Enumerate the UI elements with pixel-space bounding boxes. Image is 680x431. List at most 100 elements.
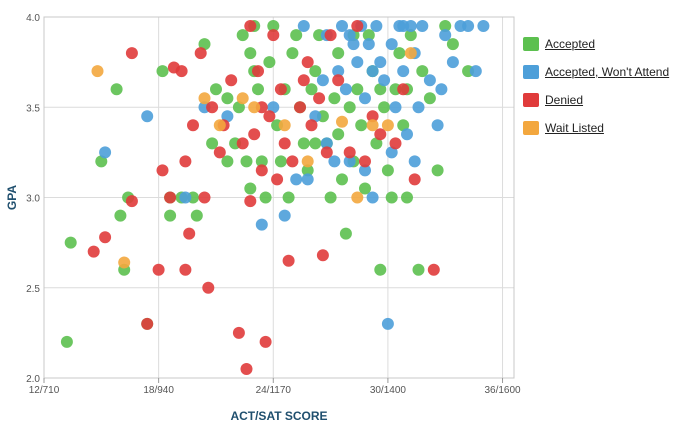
data-point[interactable] [381,164,394,177]
data-point[interactable] [339,227,352,240]
data-point[interactable] [446,56,459,69]
data-point[interactable] [393,47,406,60]
data-point[interactable] [110,83,123,96]
data-point[interactable] [362,38,375,51]
data-point[interactable] [221,110,234,123]
data-point[interactable] [274,155,287,168]
data-point[interactable] [416,65,429,78]
data-point[interactable] [381,317,394,330]
data-point[interactable] [351,83,364,96]
data-point[interactable] [389,137,402,150]
data-point[interactable] [366,65,379,78]
data-point[interactable] [282,254,295,267]
data-point[interactable] [278,137,291,150]
data-point[interactable] [232,326,245,339]
data-point[interactable] [404,47,417,60]
data-point[interactable] [198,92,211,105]
data-point[interactable] [286,47,299,60]
data-point[interactable] [366,191,379,204]
data-point[interactable] [278,209,291,222]
data-point[interactable] [297,20,310,32]
data-point[interactable] [301,56,314,69]
data-point[interactable] [156,65,169,78]
data-point[interactable] [374,56,387,69]
data-point[interactable] [336,173,348,186]
data-point[interactable] [213,119,226,132]
data-point[interactable] [316,74,329,87]
data-point[interactable] [351,56,364,69]
data-point[interactable] [397,20,410,32]
data-point[interactable] [316,249,329,262]
data-point[interactable] [271,173,284,186]
data-point[interactable] [408,155,421,168]
data-point[interactable] [431,119,444,132]
data-point[interactable] [263,110,276,123]
data-point[interactable] [118,256,131,269]
data-point[interactable] [274,83,287,96]
data-point[interactable] [248,101,261,114]
data-point[interactable] [423,74,436,87]
data-point[interactable] [179,155,192,168]
data-point[interactable] [99,146,112,159]
data-point[interactable] [309,110,322,123]
data-point[interactable] [278,119,291,132]
data-point[interactable] [339,83,352,96]
data-point[interactable] [381,119,394,132]
data-point[interactable] [236,92,249,105]
data-point[interactable] [435,83,448,96]
legend-item-0[interactable]: Accepted [523,30,678,58]
data-point[interactable] [477,20,490,32]
data-point[interactable] [378,74,391,87]
data-point[interactable] [343,146,356,159]
data-point[interactable] [91,65,104,78]
data-point[interactable] [198,38,211,51]
data-point[interactable] [389,101,402,114]
data-point[interactable] [401,128,413,141]
data-point[interactable] [152,263,165,276]
data-point[interactable] [336,115,348,128]
data-point[interactable] [324,191,337,204]
data-point[interactable] [309,137,322,150]
data-point[interactable] [313,92,326,105]
data-point[interactable] [259,335,272,348]
data-point[interactable] [370,137,383,150]
data-point[interactable] [351,20,364,32]
data-point[interactable] [320,137,333,150]
data-point[interactable] [206,137,219,150]
data-point[interactable] [286,155,299,168]
data-point[interactable] [328,155,341,168]
data-point[interactable] [328,92,341,105]
data-point[interactable] [95,155,108,168]
data-point[interactable] [404,29,417,42]
data-point[interactable] [87,245,100,258]
data-point[interactable] [255,164,268,177]
data-point[interactable] [332,128,345,141]
data-point[interactable] [370,20,383,32]
data-point[interactable] [301,164,314,177]
data-point[interactable] [183,227,196,240]
data-point[interactable] [366,110,379,123]
data-point[interactable] [385,146,398,159]
data-point[interactable] [301,155,314,168]
data-point[interactable] [225,74,238,87]
data-point[interactable] [439,29,452,42]
data-point[interactable] [359,164,371,177]
data-point[interactable] [297,137,310,150]
data-point[interactable] [244,182,257,195]
data-point[interactable] [423,92,436,105]
data-point[interactable] [427,263,440,276]
data-point[interactable] [366,119,379,132]
data-point[interactable] [359,155,371,168]
data-point[interactable] [374,263,387,276]
data-point[interactable] [114,209,127,222]
data-point[interactable] [60,335,73,348]
data-point[interactable] [164,209,177,222]
data-point[interactable] [210,83,222,96]
data-point[interactable] [359,182,371,195]
data-point[interactable] [431,164,444,177]
data-point[interactable] [282,191,295,204]
data-point[interactable] [259,191,272,204]
data-point[interactable] [175,65,188,78]
data-point[interactable] [198,191,211,204]
data-point[interactable] [267,20,280,32]
